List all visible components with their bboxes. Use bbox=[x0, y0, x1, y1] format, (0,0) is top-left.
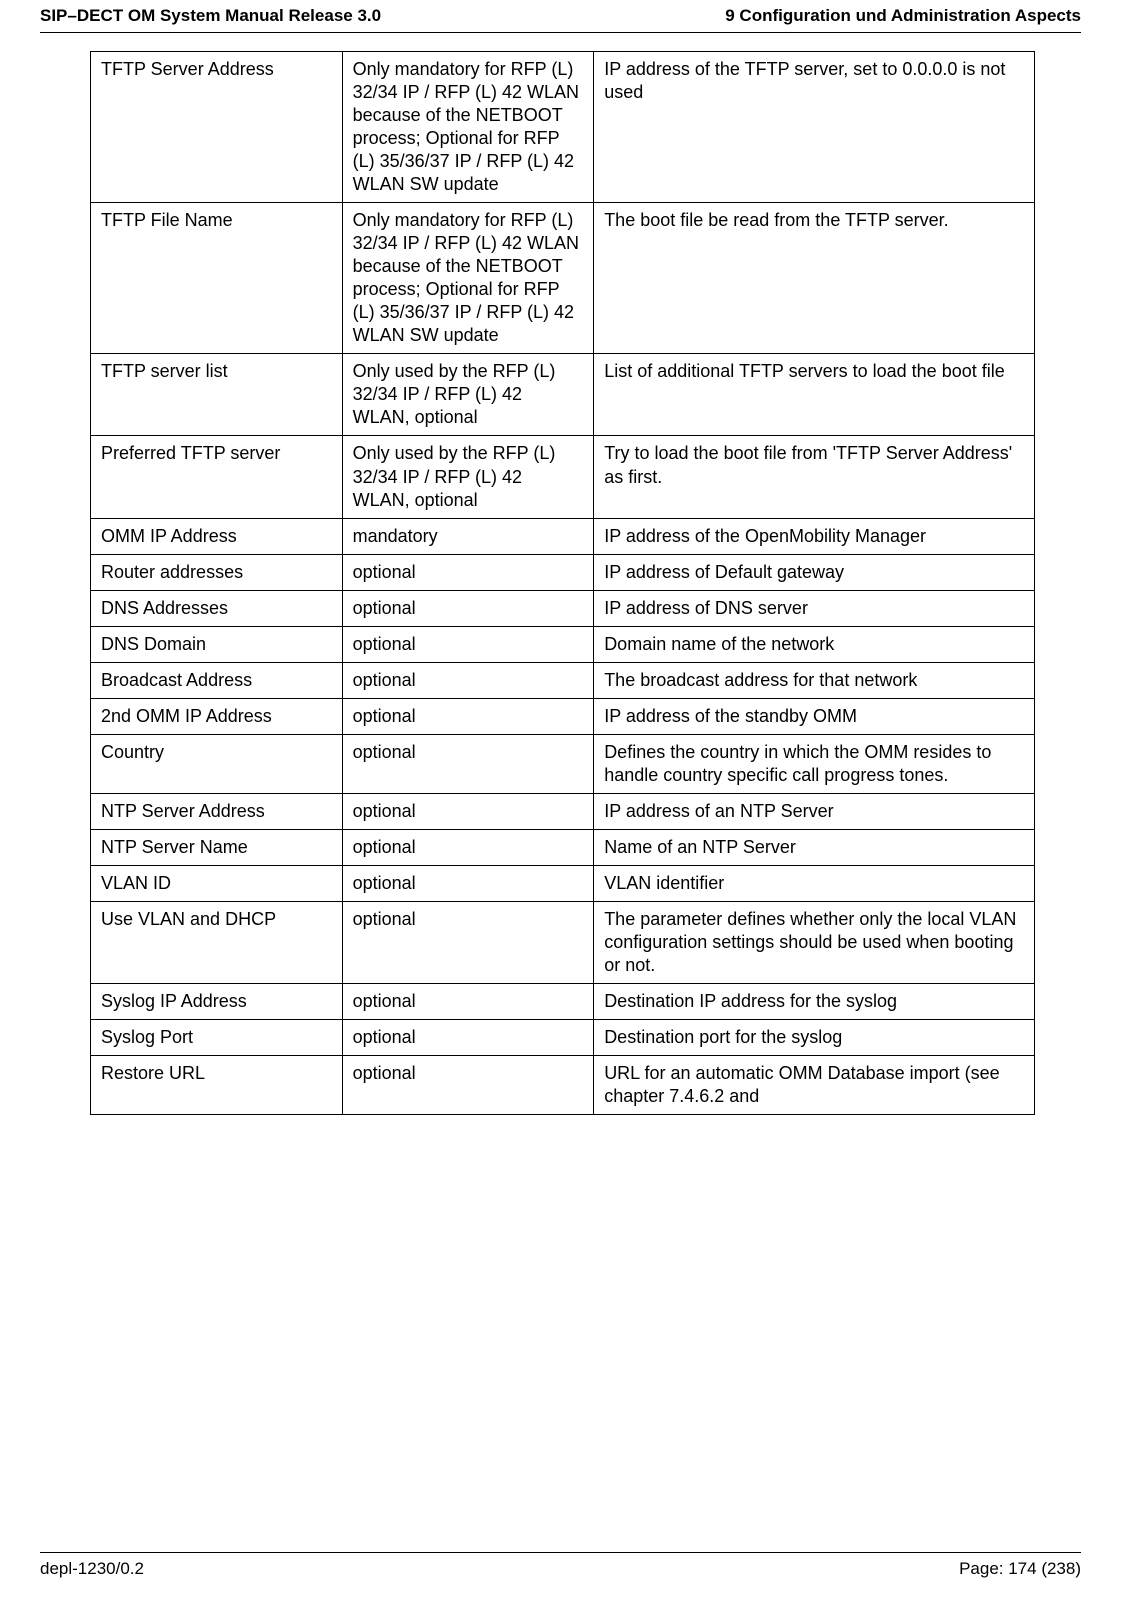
param-required: optional bbox=[342, 698, 594, 734]
param-desc: IP address of the TFTP server, set to 0.… bbox=[594, 52, 1035, 203]
footer-left: depl-1230/0.2 bbox=[40, 1559, 144, 1579]
param-name: DNS Addresses bbox=[91, 590, 343, 626]
page-footer: depl-1230/0.2 Page: 174 (238) bbox=[40, 1552, 1081, 1579]
param-desc: Try to load the boot file from 'TFTP Ser… bbox=[594, 436, 1035, 518]
param-required: optional bbox=[342, 1020, 594, 1056]
param-required: optional bbox=[342, 984, 594, 1020]
table-row: 2nd OMM IP Address optional IP address o… bbox=[91, 698, 1035, 734]
table-row: Router addresses optional IP address of … bbox=[91, 554, 1035, 590]
table-row: Preferred TFTP server Only used by the R… bbox=[91, 436, 1035, 518]
param-required: optional bbox=[342, 829, 594, 865]
table-row: Restore URL optional URL for an automati… bbox=[91, 1056, 1035, 1115]
param-desc: The parameter defines whether only the l… bbox=[594, 901, 1035, 983]
table-row: NTP Server Name optional Name of an NTP … bbox=[91, 829, 1035, 865]
param-desc: IP address of DNS server bbox=[594, 590, 1035, 626]
param-name: TFTP server list bbox=[91, 354, 343, 436]
table-row: Broadcast Address optional The broadcast… bbox=[91, 662, 1035, 698]
param-required: optional bbox=[342, 793, 594, 829]
param-name: Broadcast Address bbox=[91, 662, 343, 698]
table-row: TFTP Server Address Only mandatory for R… bbox=[91, 52, 1035, 203]
param-name: Router addresses bbox=[91, 554, 343, 590]
param-desc: Destination IP address for the syslog bbox=[594, 984, 1035, 1020]
param-name: Syslog IP Address bbox=[91, 984, 343, 1020]
table-row: TFTP server list Only used by the RFP (L… bbox=[91, 354, 1035, 436]
header-left: SIP–DECT OM System Manual Release 3.0 bbox=[40, 6, 381, 26]
param-name: Restore URL bbox=[91, 1056, 343, 1115]
param-desc: Domain name of the network bbox=[594, 626, 1035, 662]
footer-right: Page: 174 (238) bbox=[959, 1559, 1081, 1579]
param-name: Country bbox=[91, 734, 343, 793]
param-name: Preferred TFTP server bbox=[91, 436, 343, 518]
table-row: TFTP File Name Only mandatory for RFP (L… bbox=[91, 203, 1035, 354]
table-row: Use VLAN and DHCP optional The parameter… bbox=[91, 901, 1035, 983]
param-desc: IP address of the standby OMM bbox=[594, 698, 1035, 734]
param-desc: IP address of an NTP Server bbox=[594, 793, 1035, 829]
param-required: optional bbox=[342, 626, 594, 662]
param-desc: IP address of the OpenMobility Manager bbox=[594, 518, 1035, 554]
param-required: Only mandatory for RFP (L) 32/34 IP / RF… bbox=[342, 52, 594, 203]
param-desc: IP address of Default gateway bbox=[594, 554, 1035, 590]
param-desc: URL for an automatic OMM Database import… bbox=[594, 1056, 1035, 1115]
param-desc: Defines the country in which the OMM res… bbox=[594, 734, 1035, 793]
table-row: NTP Server Address optional IP address o… bbox=[91, 793, 1035, 829]
param-desc: The broadcast address for that network bbox=[594, 662, 1035, 698]
param-name: TFTP File Name bbox=[91, 203, 343, 354]
param-desc: The boot file be read from the TFTP serv… bbox=[594, 203, 1035, 354]
param-required: optional bbox=[342, 554, 594, 590]
table-row: DNS Addresses optional IP address of DNS… bbox=[91, 590, 1035, 626]
header-right: 9 Configuration und Administration Aspec… bbox=[725, 6, 1081, 26]
param-name: OMM IP Address bbox=[91, 518, 343, 554]
table-row: VLAN ID optional VLAN identifier bbox=[91, 865, 1035, 901]
table-row: Syslog Port optional Destination port fo… bbox=[91, 1020, 1035, 1056]
param-required: Only used by the RFP (L) 32/34 IP / RFP … bbox=[342, 436, 594, 518]
param-required: mandatory bbox=[342, 518, 594, 554]
param-name: 2nd OMM IP Address bbox=[91, 698, 343, 734]
param-required: Only mandatory for RFP (L) 32/34 IP / RF… bbox=[342, 203, 594, 354]
table-row: Syslog IP Address optional Destination I… bbox=[91, 984, 1035, 1020]
param-desc: Destination port for the syslog bbox=[594, 1020, 1035, 1056]
param-desc: List of additional TFTP servers to load … bbox=[594, 354, 1035, 436]
table-row: Country optional Defines the country in … bbox=[91, 734, 1035, 793]
param-name: VLAN ID bbox=[91, 865, 343, 901]
param-name: NTP Server Name bbox=[91, 829, 343, 865]
param-name: NTP Server Address bbox=[91, 793, 343, 829]
footer-rule bbox=[40, 1552, 1081, 1553]
param-required: optional bbox=[342, 901, 594, 983]
param-name: Syslog Port bbox=[91, 1020, 343, 1056]
param-required: optional bbox=[342, 865, 594, 901]
page: SIP–DECT OM System Manual Release 3.0 9 … bbox=[0, 0, 1121, 1609]
param-required: optional bbox=[342, 590, 594, 626]
param-required: optional bbox=[342, 734, 594, 793]
param-required: Only used by the RFP (L) 32/34 IP / RFP … bbox=[342, 354, 594, 436]
header-rule bbox=[40, 32, 1081, 33]
param-required: optional bbox=[342, 1056, 594, 1115]
param-desc: VLAN identifier bbox=[594, 865, 1035, 901]
param-name: TFTP Server Address bbox=[91, 52, 343, 203]
table-row: DNS Domain optional Domain name of the n… bbox=[91, 626, 1035, 662]
param-name: DNS Domain bbox=[91, 626, 343, 662]
param-name: Use VLAN and DHCP bbox=[91, 901, 343, 983]
param-desc: Name of an NTP Server bbox=[594, 829, 1035, 865]
parameters-table: TFTP Server Address Only mandatory for R… bbox=[90, 51, 1035, 1115]
page-header: SIP–DECT OM System Manual Release 3.0 9 … bbox=[40, 0, 1081, 32]
param-required: optional bbox=[342, 662, 594, 698]
table-row: OMM IP Address mandatory IP address of t… bbox=[91, 518, 1035, 554]
